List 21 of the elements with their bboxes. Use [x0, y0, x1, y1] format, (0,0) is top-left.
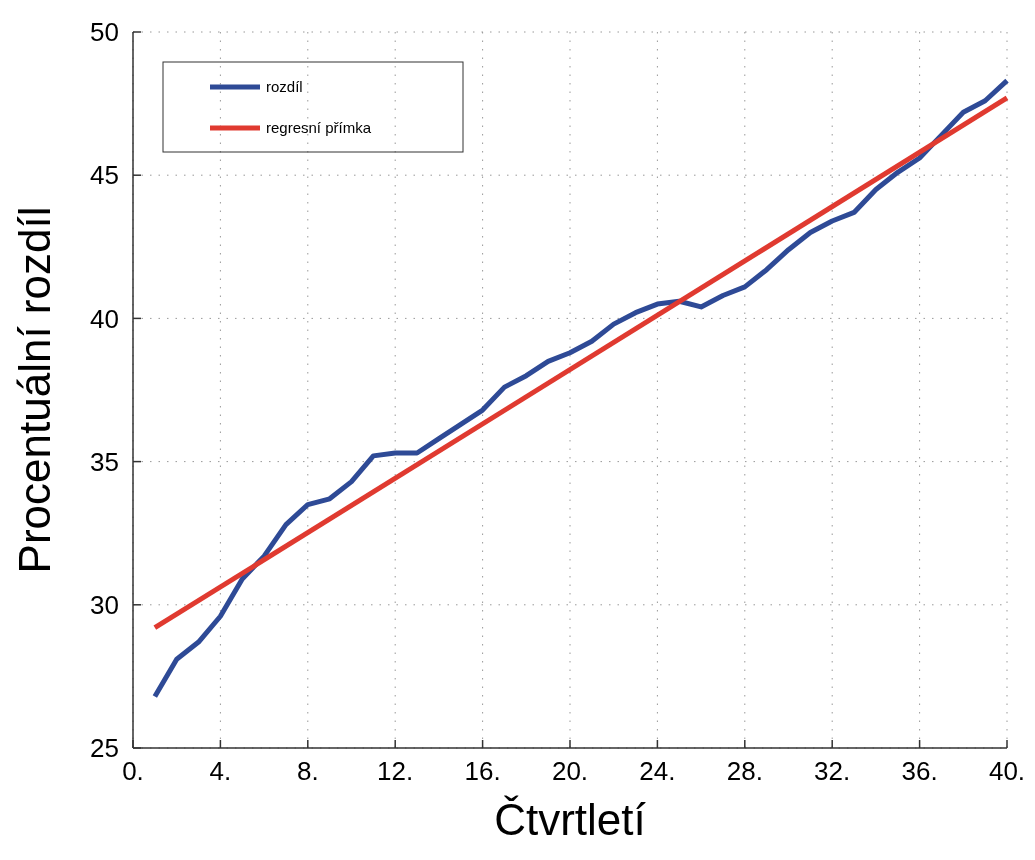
x-tick-label: 4.	[209, 756, 232, 786]
x-tick-label: 24.	[639, 756, 676, 786]
x-tick-label: 8.	[296, 756, 319, 786]
x-tick-label: 12.	[377, 756, 414, 786]
y-axis-title: Procentuální rozdíl	[10, 206, 59, 574]
x-tick-label: 32.	[814, 756, 851, 786]
x-tick-label: 36.	[901, 756, 938, 786]
x-tick-label: 40.	[988, 756, 1026, 786]
y-tick-label: 50	[90, 17, 119, 48]
y-tick-label: 40	[90, 303, 119, 334]
y-tick-label: 35	[90, 446, 119, 477]
y-tick-label: 25	[90, 733, 119, 764]
y-tick-label: 45	[90, 160, 119, 191]
x-axis-title: Čtvrtletí	[494, 795, 647, 844]
x-tick-label: 16.	[464, 756, 501, 786]
legend-label: rozdíl	[266, 78, 303, 96]
y-tick-label: 30	[90, 589, 119, 620]
legend-label: regresní přímka	[266, 119, 372, 137]
x-tick-label: 0.	[122, 756, 144, 786]
x-tick-label: 28.	[726, 756, 763, 786]
x-tick-label: 20.	[551, 756, 589, 786]
